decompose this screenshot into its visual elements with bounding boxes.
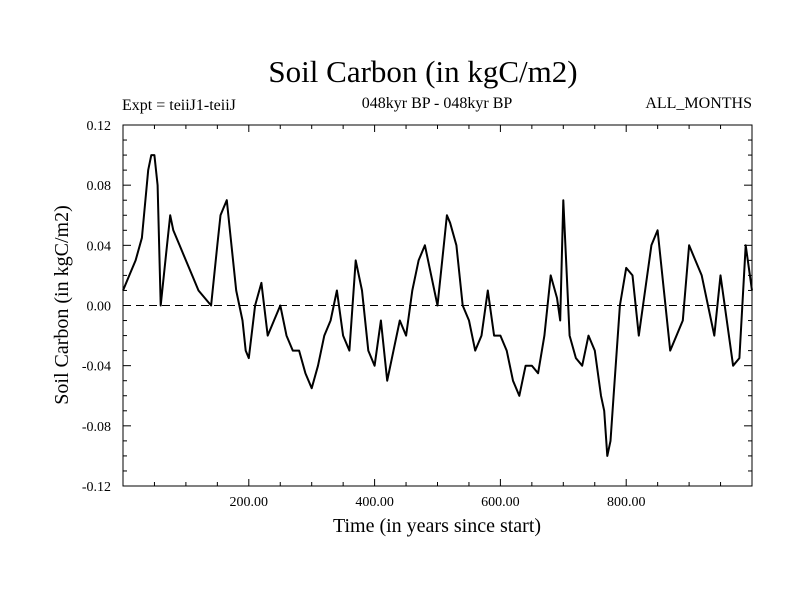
y-tick-label: 0.00 xyxy=(87,300,112,315)
y-axis-ticks: 0.12 0.08 0.04 0.00 -0.04 -0.08 -0.12 xyxy=(82,119,752,495)
y-tick-label: -0.08 xyxy=(82,420,111,435)
x-tick-label: 200.00 xyxy=(230,495,269,510)
y-tick-label: 0.08 xyxy=(87,179,112,194)
x-axis-ticks: 200.00 400.00 600.00 800.00 xyxy=(153,125,722,510)
months-label: ALL_MONTHS xyxy=(645,95,752,112)
x-tick-label: 600.00 xyxy=(481,495,520,510)
chart-title: Soil Carbon (in kgC/m2) xyxy=(268,54,577,89)
series-line xyxy=(122,154,753,457)
y-tick-label: -0.12 xyxy=(82,480,111,495)
y-axis-label: Soil Carbon (in kgC/m2) xyxy=(51,205,73,404)
series-group xyxy=(122,154,753,457)
x-axis-label: Time (in years since start) xyxy=(333,515,541,537)
y-tick-label: 0.04 xyxy=(87,239,112,254)
x-tick-label: 800.00 xyxy=(607,495,646,510)
experiment-label: Expt = teiiJ1-teiiJ xyxy=(122,97,236,114)
x-tick-label: 400.00 xyxy=(355,495,394,510)
y-tick-label: 0.12 xyxy=(87,119,112,134)
y-tick-label: -0.04 xyxy=(82,360,111,375)
period-label: 048kyr BP - 048kyr BP xyxy=(362,95,513,112)
